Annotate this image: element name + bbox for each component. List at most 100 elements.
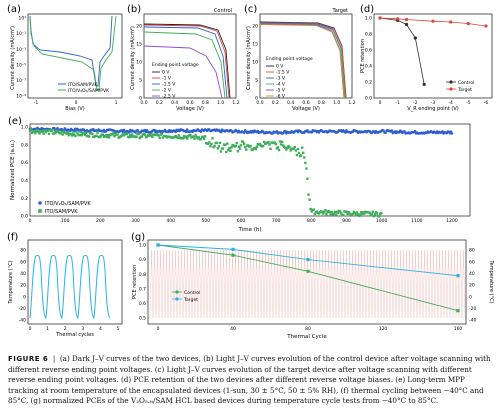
panel-e-series-1-point [374, 210, 378, 214]
panel-c-ytick: 0 [255, 96, 258, 102]
panel-e-series-0-point [275, 129, 279, 133]
panel-e-series-1-point [54, 131, 57, 135]
panel-e-xtick: 500 [202, 218, 211, 224]
panel-d-series-1-point [484, 24, 488, 28]
panel-c-curve-5 [259, 24, 345, 99]
panel-b-legend-item: -1.5 V [162, 82, 176, 88]
panel-e-marks [28, 126, 454, 218]
panel-e-series-1-point [218, 141, 222, 145]
panel-g-xlabel: Thermal Cycle [286, 334, 327, 340]
panel-e-series-1-point [273, 141, 276, 144]
panel-e-series-0-point [219, 130, 223, 134]
panel-g-xtick: 40 [230, 326, 236, 332]
panel-e-legend-0: ITO/V₂O₅/SAM/PVK [45, 201, 91, 207]
panel-e-series-1-point [99, 135, 102, 138]
panel-e-series-1-point [239, 144, 243, 147]
panel-e-series-1-point [87, 135, 91, 138]
panel-e-series-1-point [249, 144, 252, 148]
panel-e-series-1-point [143, 133, 147, 136]
panel-e-ytick: 0.2 [21, 196, 28, 202]
panel-g-xtick: 120 [379, 326, 388, 332]
panel-e-series-1-point [129, 133, 132, 137]
panel-d-ytick: 0.8 [365, 32, 372, 38]
panel-e-series-0-point [184, 130, 188, 133]
panel-e-series-1-point [145, 135, 149, 138]
panel-a-ytick: 10⁻⁷ [16, 78, 26, 84]
panel-a: (a) Current density (mA/cm²) Bias (V) 10… [7, 4, 123, 112]
panel-e-series-0-point [199, 130, 203, 133]
panel-d: (d) PCE retention V_R ending point (V) 0… [360, 4, 493, 112]
panel-e-series-0-point [310, 131, 313, 134]
panel-e-series-1-point [137, 132, 140, 136]
panel-g-ytick: 0.6 [139, 301, 146, 307]
panel-f-yticks: -40 -20 0 20 40 60 80 [19, 248, 26, 324]
panel-e-series-1-point [125, 132, 129, 136]
panel-b-legend-item: 0 V [162, 70, 170, 76]
panel-e-series-0-point [344, 131, 347, 134]
panel-e-series-1-point [345, 210, 348, 214]
panel-e-series-1-point [300, 146, 304, 149]
panel-e-series-1-point [245, 148, 248, 151]
panel-g-legend: Control Target [172, 290, 200, 303]
panel-e-series-1-point [235, 141, 238, 145]
panel-c-xtick: 0.6 [302, 100, 309, 106]
panel-e-series-1-point [371, 210, 375, 214]
panel-a-legend-0: ITO/SAM/PVK [68, 82, 98, 88]
panel-e-series-1-point [306, 177, 309, 180]
panel-b-xtick: 1.0 [217, 100, 224, 106]
panel-e-series-1-point [101, 133, 104, 136]
panel-e-series-1-point [269, 147, 272, 151]
panel-c-legend-item: -3 V [276, 76, 286, 82]
panel-e-series-1-point [46, 129, 50, 132]
panel-e-series-1-point [334, 213, 338, 216]
panel-e-series-1-point [227, 148, 230, 152]
panel-e-series-1-point [255, 145, 259, 148]
panel-e-series-1-point [213, 144, 216, 148]
panel-e-series-1-point [370, 212, 374, 216]
panel-e-series-0-point [284, 129, 287, 133]
panel-f-ytick: 60 [20, 259, 26, 265]
panel-e-series-1-point [83, 133, 87, 136]
panel-e-xticks: 0 100 200 300 400 500 600 700 800 900 1000 1100 1200 [29, 218, 458, 224]
panel-a-ytick: 10¹ [18, 16, 26, 22]
figure-caption: FIGURE 6 | (a) Dark J–V curves of the tw… [8, 354, 491, 405]
panel-e-series-1-point [363, 212, 366, 215]
panel-b-curve-2 [143, 26, 228, 99]
panel-e-series-1-point [282, 144, 285, 147]
panel-e-xtick: 300 [131, 218, 140, 224]
panel-e-series-1-point [71, 134, 74, 137]
panel-e-xtick: 800 [307, 218, 316, 224]
panel-c-xtick: 0.4 [287, 100, 294, 106]
panel-g-series-0-line [157, 244, 459, 312]
panel-e-series-1-point [37, 130, 40, 134]
panel-e-series-1-point [352, 210, 356, 214]
panel-g-label: (g) [131, 232, 145, 243]
panel-g-ytick: 1.0 [139, 243, 146, 249]
panel-f-xtick: 0 [29, 326, 32, 332]
panel-e-series-0-point [174, 130, 177, 134]
panel-e-xtick: 400 [166, 218, 175, 224]
panel-e-series-1-point [329, 213, 332, 216]
panel-d-ytick: 0.0 [365, 96, 372, 102]
panel-c-legend-item: -6 V [276, 94, 286, 100]
panel-e-series-1-point [161, 136, 165, 139]
panel-e-series-1-point [234, 144, 237, 148]
panel-a-ytick: 10⁻³ [16, 47, 26, 53]
panel-e-series-1-point [203, 135, 207, 138]
panel-e-series-0-point [73, 129, 76, 133]
panel-b-curve-3 [143, 31, 226, 99]
panel-a-xlabel: Bias (V) [65, 106, 84, 112]
panel-e-series-1-point [356, 213, 360, 216]
panel-e-xtick: 700 [272, 218, 281, 224]
panel-c-xtick: 1.0 [333, 100, 340, 106]
panel-g-legend-0: Control [184, 290, 200, 296]
panel-f-ytick: -40 [19, 318, 26, 324]
panel-e-series-1-point [230, 146, 233, 149]
panel-c-xtick: 0.8 [318, 100, 325, 106]
panel-e-series-1-point [217, 145, 221, 148]
panel-d-series-0-point [422, 82, 426, 86]
panel-e-series-1-point [228, 146, 231, 150]
panel-b: (b) Control Current density (mA/cm²) Vol… [127, 4, 240, 112]
panel-f-ytick: 20 [20, 283, 26, 289]
